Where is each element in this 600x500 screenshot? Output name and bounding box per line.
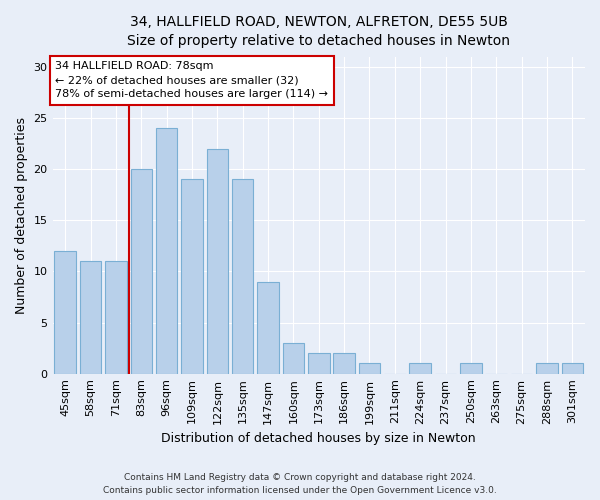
Title: 34, HALLFIELD ROAD, NEWTON, ALFRETON, DE55 5UB
Size of property relative to deta: 34, HALLFIELD ROAD, NEWTON, ALFRETON, DE… [127,15,510,48]
Bar [181,180,203,374]
Bar [55,251,76,374]
Bar [562,364,583,374]
Bar [232,180,253,374]
Bar [359,364,380,374]
Bar [80,261,101,374]
Text: Contains HM Land Registry data © Crown copyright and database right 2024.
Contai: Contains HM Land Registry data © Crown c… [103,474,497,495]
Bar [257,282,279,374]
Bar [283,343,304,374]
Text: 34 HALLFIELD ROAD: 78sqm
← 22% of detached houses are smaller (32)
78% of semi-d: 34 HALLFIELD ROAD: 78sqm ← 22% of detach… [55,62,328,100]
Bar [131,169,152,374]
Bar [206,148,228,374]
Y-axis label: Number of detached properties: Number of detached properties [15,116,28,314]
Bar [334,353,355,374]
X-axis label: Distribution of detached houses by size in Newton: Distribution of detached houses by size … [161,432,476,445]
Bar [409,364,431,374]
Bar [308,353,329,374]
Bar [536,364,558,374]
Bar [156,128,178,374]
Bar [105,261,127,374]
Bar [460,364,482,374]
